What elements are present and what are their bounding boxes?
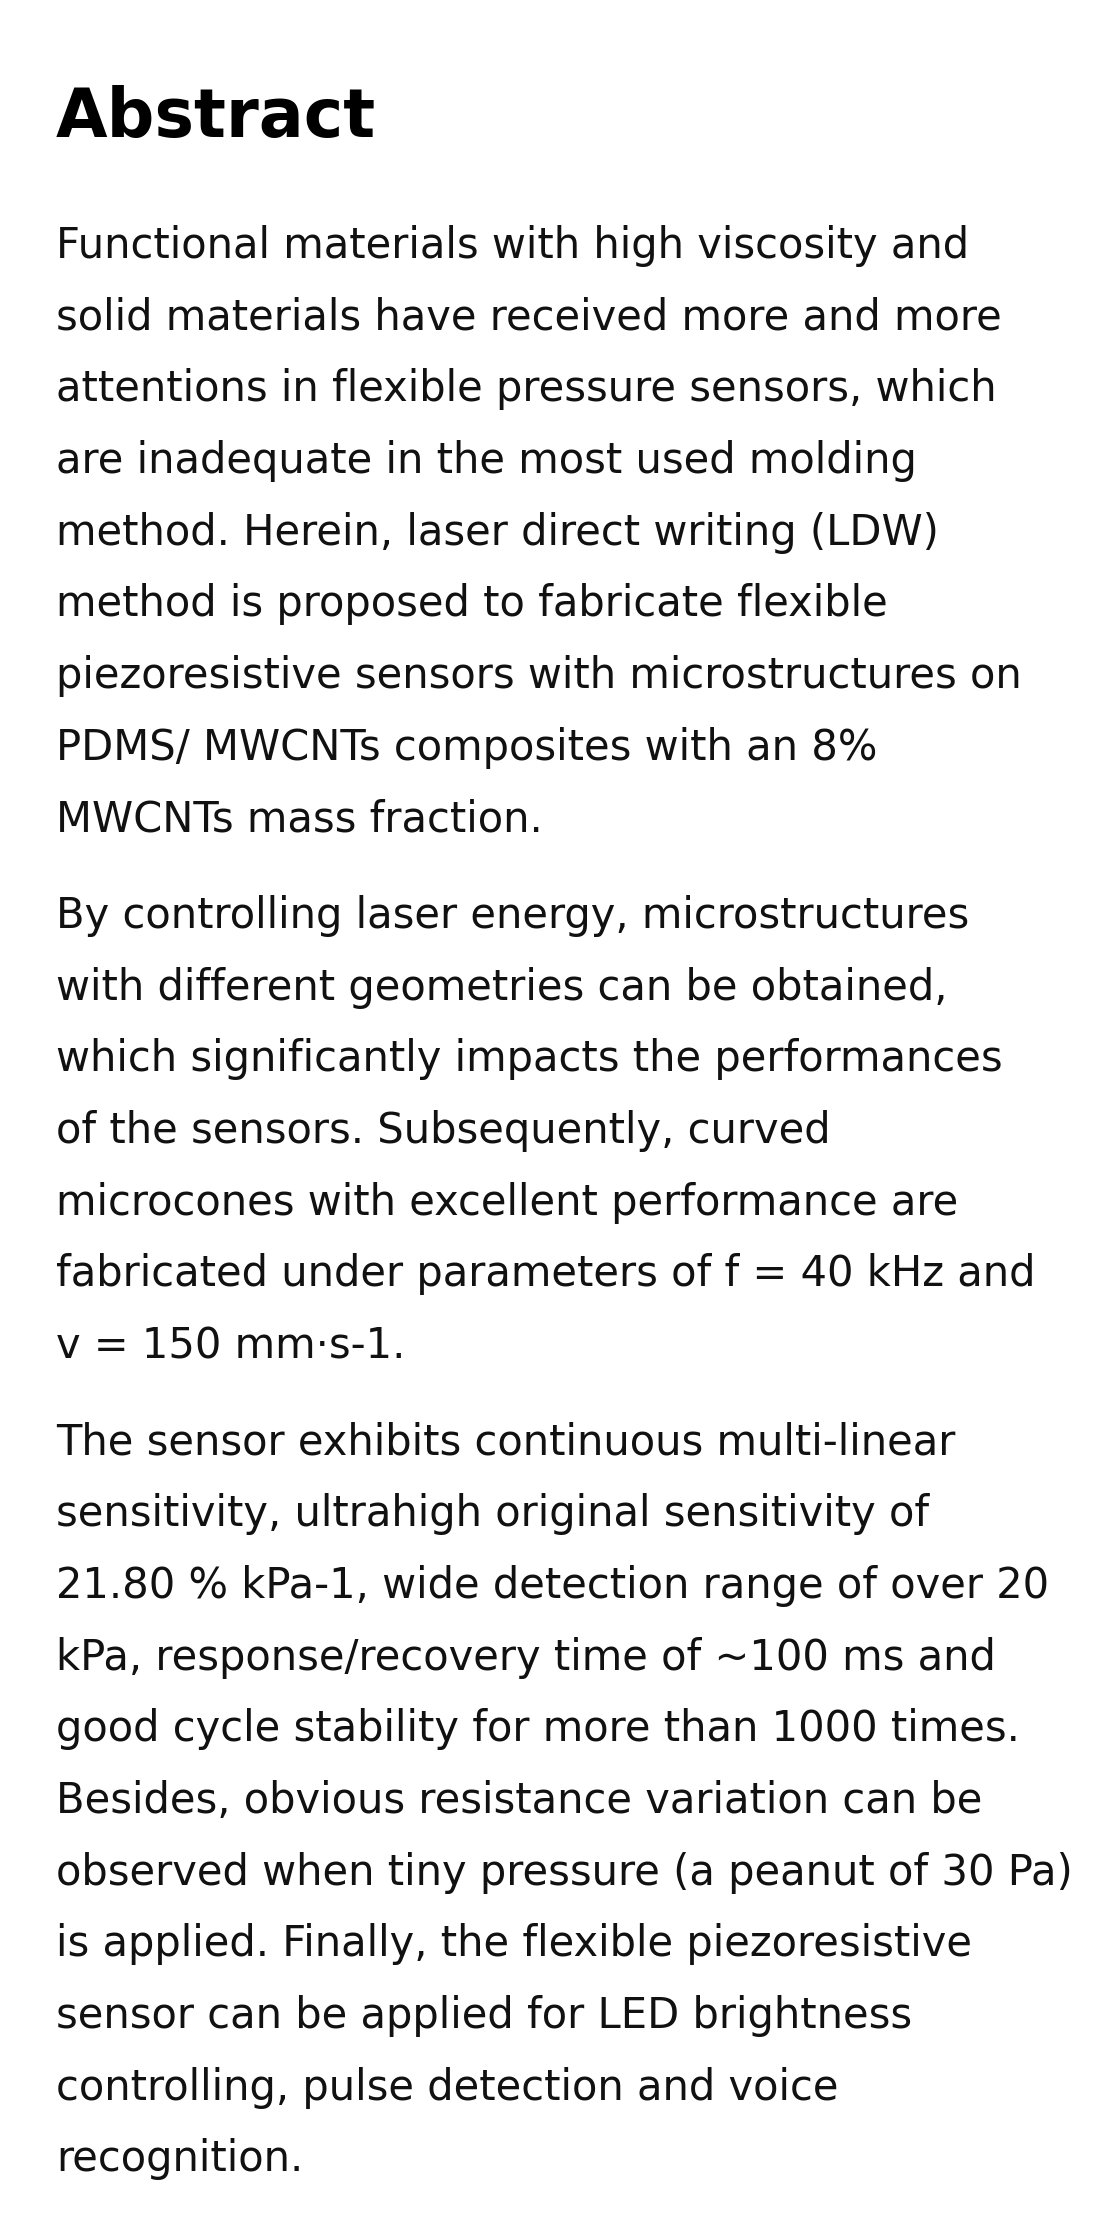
Text: is applied. Finally, the flexible piezoresistive: is applied. Finally, the flexible piezor… — [56, 1922, 972, 1965]
Text: Functional materials with high viscosity and: Functional materials with high viscosity… — [56, 226, 968, 266]
Text: 21.80 % kPa-1, wide detection range of over 20: 21.80 % kPa-1, wide detection range of o… — [56, 1564, 1049, 1607]
Text: attentions in flexible pressure sensors, which: attentions in flexible pressure sensors,… — [56, 369, 996, 410]
Text: are inadequate in the most used molding: are inadequate in the most used molding — [56, 441, 917, 481]
Text: sensor can be applied for LED brightness: sensor can be applied for LED brightness — [56, 1994, 911, 2037]
Text: By controlling laser energy, microstructures: By controlling laser energy, microstruct… — [56, 895, 970, 938]
Text: microcones with excellent performance are: microcones with excellent performance ar… — [56, 1182, 958, 1224]
Text: controlling, pulse detection and voice: controlling, pulse detection and voice — [56, 2066, 839, 2108]
Text: kPa, response/recovery time of ~100 ms and: kPa, response/recovery time of ~100 ms a… — [56, 1636, 995, 1678]
Text: v = 150 mm·s-1.: v = 150 mm·s-1. — [56, 1325, 405, 1367]
Text: observed when tiny pressure (a peanut of 30 Pa): observed when tiny pressure (a peanut of… — [56, 1851, 1072, 1893]
Text: which significantly impacts the performances: which significantly impacts the performa… — [56, 1038, 1002, 1081]
Text: The sensor exhibits continuous multi-linear: The sensor exhibits continuous multi-lin… — [56, 1421, 955, 1464]
Text: PDMS/ MWCNTs composites with an 8%: PDMS/ MWCNTs composites with an 8% — [56, 727, 877, 768]
Text: fabricated under parameters of f = 40 kHz and: fabricated under parameters of f = 40 kH… — [56, 1253, 1035, 1296]
Text: Abstract: Abstract — [56, 85, 376, 150]
Text: method. Herein, laser direct writing (LDW): method. Herein, laser direct writing (LD… — [56, 513, 938, 553]
Text: recognition.: recognition. — [56, 2137, 303, 2180]
Text: solid materials have received more and more: solid materials have received more and m… — [56, 298, 1002, 338]
Text: sensitivity, ultrahigh original sensitivity of: sensitivity, ultrahigh original sensitiv… — [56, 1493, 929, 1535]
Text: MWCNTs mass fraction.: MWCNTs mass fraction. — [56, 799, 543, 841]
Text: good cycle stability for more than 1000 times.: good cycle stability for more than 1000 … — [56, 1708, 1020, 1750]
Text: of the sensors. Subsequently, curved: of the sensors. Subsequently, curved — [56, 1110, 830, 1153]
Text: with different geometries can be obtained,: with different geometries can be obtaine… — [56, 967, 947, 1009]
Text: method is proposed to fabricate flexible: method is proposed to fabricate flexible — [56, 584, 888, 624]
Text: piezoresistive sensors with microstructures on: piezoresistive sensors with microstructu… — [56, 656, 1022, 696]
Text: Besides, obvious resistance variation can be: Besides, obvious resistance variation ca… — [56, 1779, 982, 1822]
